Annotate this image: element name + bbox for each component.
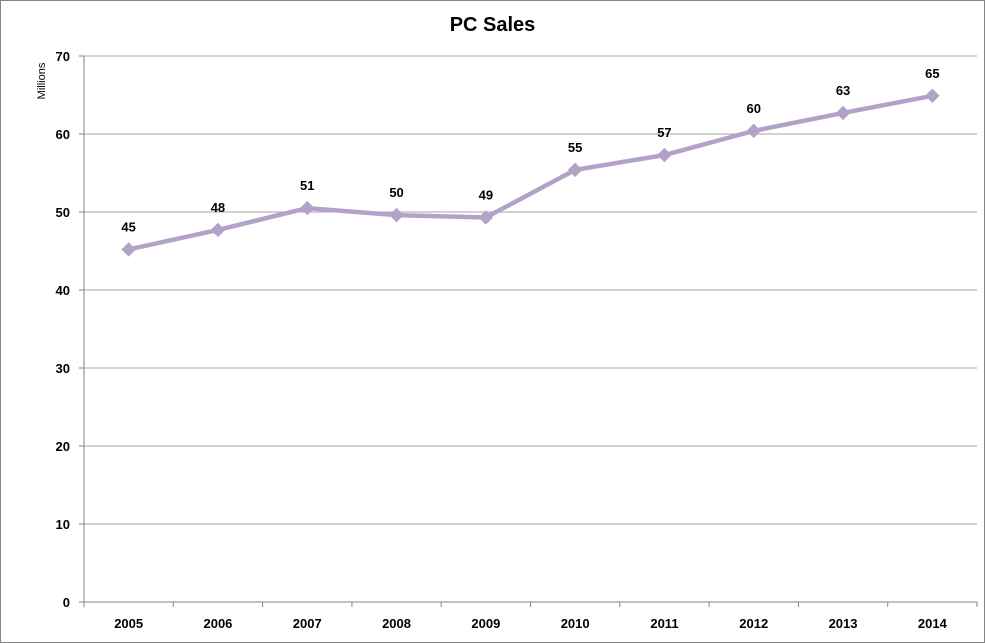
data-label: 48 xyxy=(211,200,225,215)
data-label: 63 xyxy=(836,83,850,98)
x-tick-label: 2012 xyxy=(739,616,768,631)
data-point-marker xyxy=(657,147,672,163)
x-tick-label: 2009 xyxy=(471,616,500,631)
chart-title: PC Sales xyxy=(449,14,536,36)
x-tick-label: 2013 xyxy=(829,616,858,631)
data-point-marker xyxy=(478,210,494,225)
x-tick-label: 2005 xyxy=(114,616,143,631)
y-tick-label: 20 xyxy=(56,439,70,454)
data-label: 45 xyxy=(121,219,135,234)
x-tick-label: 2008 xyxy=(382,616,411,631)
labels: 0 10 20 30 40 50 60 70 2005 2006 2007 2008 2009 2010 2… xyxy=(36,49,948,631)
y-tick-label: 60 xyxy=(56,127,70,142)
data-label: 55 xyxy=(568,140,582,155)
y-tick-label: 50 xyxy=(56,205,70,220)
data-label: 49 xyxy=(479,187,493,202)
y-axis-title: Millions xyxy=(36,62,48,99)
y-tick-label: 0 xyxy=(63,595,70,610)
y-tick-label: 10 xyxy=(56,517,70,532)
gridlines xyxy=(84,55,977,525)
y-tick-label: 30 xyxy=(56,361,70,376)
series xyxy=(121,88,940,257)
data-point-marker xyxy=(121,242,136,257)
x-tick-label: 2007 xyxy=(293,616,322,631)
data-point-marker xyxy=(300,200,315,216)
x-tick-label: 2014 xyxy=(918,616,948,631)
data-point-marker xyxy=(567,162,583,178)
data-point-marker xyxy=(210,222,226,238)
data-point-marker xyxy=(389,207,404,223)
x-tick-label: 2011 xyxy=(650,616,678,631)
data-label: 57 xyxy=(657,125,671,140)
y-tick-label: 70 xyxy=(56,49,70,64)
data-label: 65 xyxy=(925,66,939,81)
y-tick-label: 40 xyxy=(56,283,70,298)
data-point-marker xyxy=(925,88,940,103)
data-point-marker xyxy=(835,105,851,121)
data-label: 51 xyxy=(300,178,314,193)
series-line xyxy=(126,93,935,252)
data-label: 50 xyxy=(389,185,403,200)
data-point-marker xyxy=(746,123,761,139)
data-label: 60 xyxy=(747,101,761,116)
x-tick-label: 2010 xyxy=(561,616,590,631)
x-tick-label: 2006 xyxy=(203,616,232,631)
axes xyxy=(79,55,978,607)
